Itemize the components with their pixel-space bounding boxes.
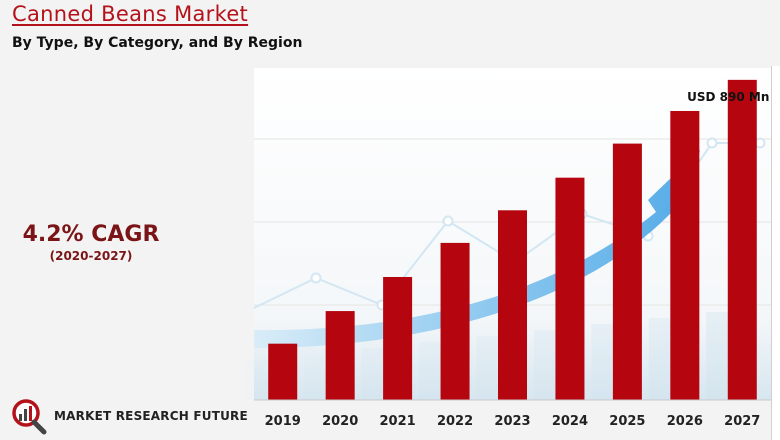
- x-tick-labels: 2019 2020 2021 2022 2023 2024 2025 2026 2027: [265, 414, 761, 429]
- decor-column: [476, 336, 499, 400]
- decor-column: [706, 312, 729, 400]
- x-tick-label: 2025: [609, 414, 645, 429]
- bar: [383, 276, 413, 400]
- decor-trend-point: [706, 137, 718, 149]
- bar: [555, 177, 585, 400]
- frame-edge: [771, 66, 780, 440]
- decor-column: [419, 342, 442, 400]
- bar: [612, 143, 642, 400]
- decor-column: [591, 324, 614, 400]
- x-tick-label: 2026: [667, 414, 703, 429]
- chart-title: Canned Beans Market: [12, 2, 249, 26]
- x-tick-label: 2027: [724, 414, 760, 429]
- growth-arrow: [254, 150, 700, 348]
- trend-decoration: [246, 137, 766, 400]
- decor-column: [533, 330, 556, 400]
- brand-logo: MARKET RESEARCH FUTURE: [10, 396, 248, 436]
- bar: [268, 343, 298, 400]
- decor-column: [304, 354, 327, 400]
- decor-trend-point: [310, 272, 322, 284]
- bar: [498, 210, 527, 400]
- bar: [727, 79, 757, 400]
- x-tick-label: 2019: [265, 414, 301, 429]
- bar: [325, 311, 355, 400]
- brand-name: MARKET RESEARCH FUTURE: [54, 409, 248, 423]
- cagr-value: 4.2% CAGR: [22, 222, 160, 247]
- decor-trend-point: [754, 137, 766, 149]
- bar: [670, 110, 700, 400]
- x-tick-label: 2023: [494, 414, 530, 429]
- bar-series: [268, 79, 757, 400]
- x-tick-label: 2021: [380, 414, 416, 429]
- magnifier-chart-icon: [12, 399, 47, 435]
- decor-trend-point: [442, 215, 454, 227]
- decor-column: [361, 348, 384, 400]
- decor-column: [246, 360, 269, 400]
- chart-subtitle: By Type, By Category, and By Region: [12, 35, 303, 51]
- x-tick-label: 2022: [437, 414, 473, 429]
- data-label: USD 890 Mn: [687, 90, 769, 104]
- bar: [440, 242, 470, 400]
- x-tick-label: 2020: [322, 414, 358, 429]
- x-tick-label: 2024: [552, 414, 588, 429]
- decor-column: [648, 318, 671, 400]
- cagr-period: (2020-2027): [49, 249, 133, 263]
- annotations: USD 890 Mn: [687, 90, 769, 104]
